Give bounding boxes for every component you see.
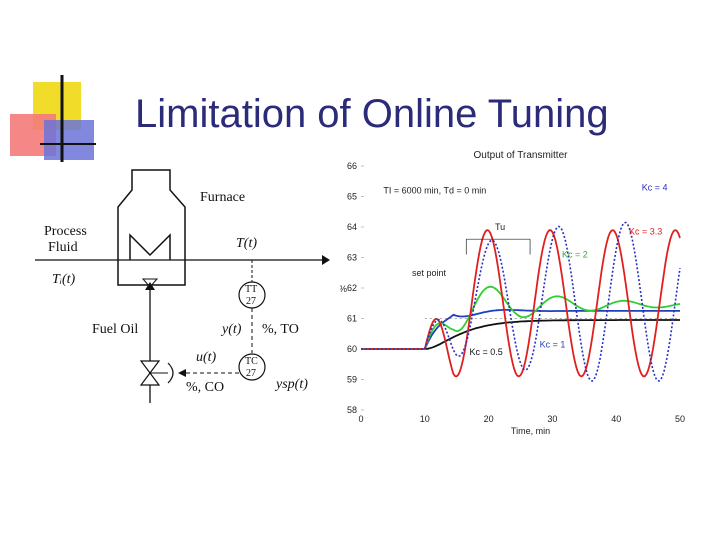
heat-exchanger-icon (129, 233, 171, 260)
x-tick-label: 40 (611, 414, 621, 424)
tc-label-2: 27 (246, 368, 256, 379)
ti-label: Tᵢ(t) (52, 272, 76, 287)
process-fluid-label-2: Fluid (48, 240, 78, 255)
x-tick-label: 0 (358, 414, 363, 424)
control-valve-lower (139, 372, 161, 386)
fuel-arrow-icon (145, 282, 155, 290)
signal-arrow-icon (178, 369, 186, 377)
y-label: y(t) (220, 322, 242, 337)
series-line (361, 221, 681, 382)
slide-title: Limitation of Online Tuning (135, 92, 609, 136)
pct-co-label: %, CO (186, 380, 224, 395)
tt-label-1: TT (245, 284, 257, 295)
y-tick-label: 61 (347, 314, 357, 324)
furnace-label: Furnace (200, 190, 245, 205)
furnace-outline (117, 169, 186, 286)
x-axis-label: Time, min (511, 426, 550, 436)
series-label: Kc = 1 (540, 339, 566, 349)
y-tick-label: 65 (347, 192, 357, 202)
tu-annotation: Tu (495, 222, 505, 232)
series-label: Kc = 4 (642, 182, 668, 192)
tt-label-2: 27 (246, 296, 256, 307)
t-label: T(t) (236, 236, 257, 251)
y-tick-label: 60 (347, 344, 357, 354)
corner-decoration (10, 75, 96, 162)
series-label: Kc = 3.3 (629, 227, 662, 237)
blue-square (44, 120, 94, 160)
fuel-oil-label: Fuel Oil (92, 322, 138, 337)
chart-title: Output of Transmitter (474, 150, 569, 161)
x-tick-label: 20 (484, 414, 494, 424)
u-label: u(t) (196, 350, 217, 365)
temperature-controller-icon (238, 353, 266, 381)
setpoint-annotation: set point (412, 268, 447, 278)
series-label: Kc = 2 (562, 250, 588, 260)
series-line (361, 285, 681, 350)
flow-arrow-icon (322, 255, 330, 265)
x-tick-label: 30 (547, 414, 557, 424)
y-tick-label: 62 (347, 283, 357, 293)
tuning-params-annotation: TI = 6000 min, Td = 0 min (383, 185, 486, 195)
y-tick-label: 66 (347, 161, 357, 171)
ysp-label: ysp(t) (274, 377, 308, 392)
series-label: Kc = 0.5 (469, 347, 502, 357)
y-tick-label: 63 (347, 253, 357, 263)
y-axis-label: % (340, 284, 347, 294)
process-fluid-label-1: Process (44, 224, 87, 239)
tc-label-1: TC (245, 356, 258, 367)
furnace-process-diagram: Furnace Process Fluid Tᵢ(t) T(t) Fuel Oi… (35, 169, 330, 403)
x-tick-label: 50 (675, 414, 685, 424)
control-valve-icon (139, 360, 161, 374)
y-tick-label: 64 (347, 222, 357, 232)
y-tick-label: 59 (347, 375, 357, 385)
pct-to-label: %, TO (262, 322, 299, 337)
x-tick-label: 10 (420, 414, 430, 424)
valve-actuator-icon (167, 362, 174, 384)
transmitter-output-chart: Output of Transmitter 58 59 60 61 62 63 64 65 66 0… (340, 150, 685, 436)
y-tick-label: 58 (347, 405, 357, 415)
series-line (361, 229, 681, 378)
